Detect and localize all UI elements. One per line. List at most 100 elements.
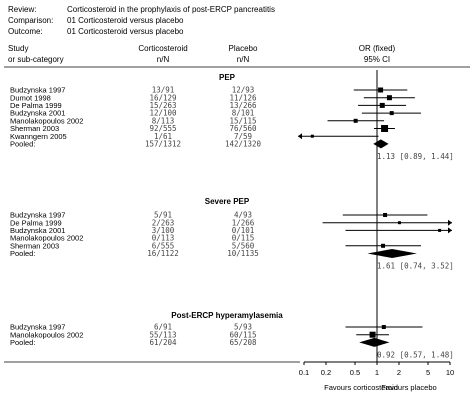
control-count: 76/560: [229, 124, 257, 133]
treatment-header: Corticosteroid: [138, 44, 187, 53]
control-count: 5/560: [232, 241, 255, 250]
treatment-subheader: n/N: [157, 55, 170, 64]
control-count: 13/266: [229, 101, 257, 110]
pooled-effect-text: 1.61 [0.74, 3.52]: [377, 262, 454, 271]
treatment-count: 6/555: [152, 241, 175, 250]
point-estimate: [378, 87, 384, 93]
axis-tick-label: 5: [426, 368, 430, 377]
study-name: Budzynska 2001: [10, 226, 65, 235]
review-value: Corticosteroid in the prophylaxis of pos…: [67, 5, 275, 14]
ci-arrow: [298, 133, 302, 140]
control-subheader: n/N: [237, 55, 250, 64]
control-count: 15/115: [229, 116, 256, 125]
treatment-count: 55/113: [149, 330, 176, 339]
pooled-diamond: [367, 249, 417, 258]
point-estimate: [381, 325, 386, 329]
axis-tick-label: 0.5: [350, 368, 360, 377]
study-subheader: or sub-category: [8, 55, 64, 64]
study-name: Sherman 2003: [10, 241, 59, 250]
favours-right-label: Favours placebo: [381, 383, 436, 392]
study-name: Kwanngern 2005: [10, 132, 67, 141]
point-estimate: [379, 102, 385, 108]
study-name: Budzynska 1997: [10, 211, 65, 220]
pooled-control-count: 65/208: [229, 338, 257, 347]
study-rows: PEP Budzynska 1997 13/91 12/93 Dumot 1998 16/…: [10, 73, 454, 359]
point-estimate: [383, 213, 388, 217]
subgroup-title: Post-ERCP hyperamylasemia: [171, 311, 283, 320]
control-count: 12/93: [232, 86, 255, 95]
point-estimate: [438, 228, 442, 232]
pooled-effect-text: 1.13 [0.89, 1.44]: [377, 152, 454, 161]
pooled-treatment-count: 157/1312: [145, 140, 181, 149]
treatment-count: 12/100: [149, 109, 177, 118]
treatment-count: 15/263: [149, 101, 176, 110]
axis-tick-label: 0.1: [299, 368, 309, 377]
study-name: Dumot 1998: [10, 93, 51, 102]
treatment-count: 5/91: [154, 211, 172, 220]
subgroup-title: PEP: [219, 73, 236, 82]
treatment-count: 16/129: [149, 93, 176, 102]
pooled-effect-text: 0.92 [0.57, 1.48]: [377, 350, 454, 359]
axis-tick-label: 1: [375, 368, 379, 377]
control-count: 4/93: [234, 211, 252, 220]
point-estimate: [381, 125, 389, 132]
pooled-treatment-count: 16/1122: [147, 249, 179, 258]
review-label: Review:: [8, 5, 36, 14]
control-count: 0/101: [232, 226, 255, 235]
ci-arrow: [448, 219, 452, 226]
control-count: 1/266: [232, 218, 255, 227]
pooled-control-count: 142/1320: [225, 140, 262, 149]
study-name: De Palma 1999: [10, 101, 62, 110]
study-name: Budzynska 1997: [10, 323, 65, 332]
treatment-count: 0/113: [152, 234, 175, 243]
axis-tick-label: 2: [397, 368, 401, 377]
control-count: 7/59: [234, 132, 252, 141]
treatment-count: 2/263: [152, 218, 175, 227]
comparison-value: 01 Corticosteroid versus placebo: [67, 16, 184, 25]
study-name: Manolakopoulos 2002: [10, 330, 83, 339]
effect-subheader: 95% CI: [364, 55, 390, 64]
point-estimate: [310, 134, 314, 138]
control-header: Placebo: [229, 44, 258, 53]
pooled-diamond: [359, 337, 390, 347]
study-name: Budzynska 1997: [10, 86, 65, 95]
study-name: Budzynska 2001: [10, 109, 65, 118]
pooled-control-count: 10/1135: [227, 249, 259, 258]
treatment-count: 92/555: [149, 124, 176, 133]
header-meta: Review: Corticosteroid in the prophylaxi…: [8, 5, 275, 36]
control-count: 11/126: [229, 93, 257, 102]
point-estimate: [386, 95, 392, 101]
point-estimate: [353, 118, 358, 123]
point-estimate: [397, 221, 401, 225]
effect-header: OR (fixed): [359, 44, 396, 53]
point-estimate: [381, 243, 386, 248]
pooled-treatment-count: 61/204: [149, 338, 177, 347]
study-name: Manolakopoulos 2002: [10, 116, 83, 125]
outcome-label: Outcome:: [8, 27, 43, 36]
study-header: Study: [8, 44, 28, 53]
favours-left-label: Favours corticosteroid: [324, 383, 398, 392]
pooled-diamond: [373, 139, 389, 149]
pooled-label: Pooled:: [10, 249, 35, 258]
axis-tick-label: 0.2: [321, 368, 331, 377]
study-name: Sherman 2003: [10, 124, 59, 133]
point-estimate: [389, 111, 394, 116]
treatment-count: 3/100: [152, 226, 175, 235]
treatment-count: 8/113: [152, 116, 175, 125]
outcome-value: 01 Corticosteroid versus placebo: [67, 27, 184, 36]
control-count: 5/93: [234, 323, 252, 332]
study-name: De Palma 1999: [10, 218, 62, 227]
plot-area: [298, 70, 452, 362]
treatment-count: 1/61: [154, 132, 172, 141]
x-axis: 0.1 0.2 0.5 1 2 5 10 Favours corticosteroidFavo…: [4, 361, 454, 392]
pooled-label: Pooled:: [10, 140, 35, 149]
control-count: 0/115: [232, 234, 255, 243]
pooled-label: Pooled:: [10, 338, 35, 347]
study-name: Manolakopoulos 2002: [10, 234, 83, 243]
ci-arrow: [448, 227, 452, 234]
control-count: 60/115: [229, 330, 256, 339]
treatment-count: 13/91: [152, 86, 175, 95]
control-count: 8/101: [232, 109, 255, 118]
comparison-label: Comparison:: [8, 16, 53, 25]
treatment-count: 6/91: [154, 323, 172, 332]
